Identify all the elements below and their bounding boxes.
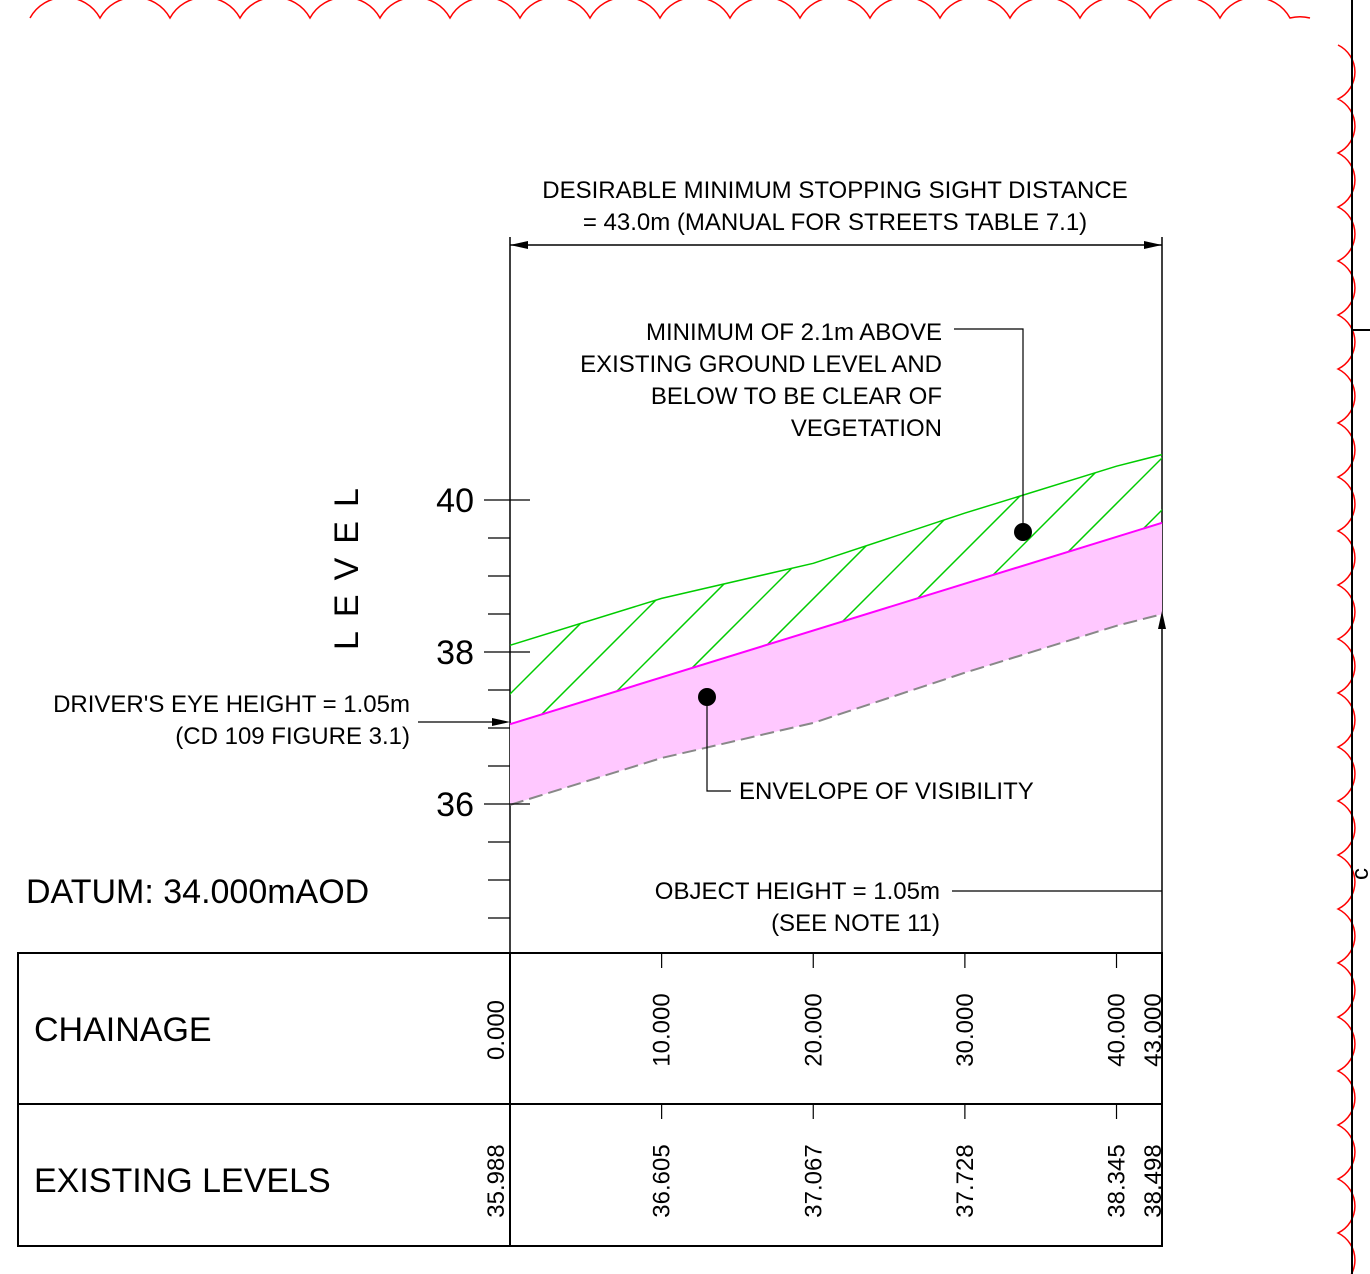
object-note-line: (SEE NOTE 11)	[771, 910, 940, 937]
level-tick-label: 38	[436, 634, 474, 672]
existing-levels-row-label: EXISTING LEVELS	[34, 1162, 331, 1200]
existing-level-value: 38.498	[1140, 1144, 1167, 1217]
existing-level-value: 38.345	[1104, 1144, 1131, 1217]
level-tick-label: 36	[436, 786, 474, 824]
vegetation-note-line: BELOW TO BE CLEAR OF	[651, 383, 942, 410]
level-tick-label: 40	[436, 482, 474, 520]
level-axis-ticks	[484, 499, 530, 919]
hatch-line	[1288, 440, 1370, 800]
driver-note-line: DRIVER'S EYE HEIGHT = 1.05m	[53, 691, 410, 718]
chainage-value: 10.000	[649, 993, 676, 1066]
vegetation-note-line: VEGETATION	[791, 415, 942, 442]
envelope-area	[510, 522, 1162, 805]
vegetation-note-line: EXISTING GROUND LEVEL AND	[580, 351, 942, 378]
driver-arrow	[492, 718, 510, 726]
level-axis-label: LEVEL	[328, 474, 366, 650]
envelope-note: ENVELOPE OF VISIBILITY	[739, 778, 1034, 805]
envelope-leader	[706, 697, 731, 792]
dimension-arrow-right	[1144, 241, 1162, 249]
chainage-value: 20.000	[800, 993, 827, 1066]
dimension-arrow-left	[510, 241, 528, 249]
hatch-line	[1340, 440, 1370, 800]
existing-level-value: 37.067	[800, 1144, 827, 1217]
title-line-1: DESIRABLE MINIMUM STOPPING SIGHT DISTANC…	[542, 177, 1127, 204]
revision-cloud-right	[1336, 44, 1356, 1274]
chainage-value: 43.000	[1140, 993, 1167, 1066]
title-line-2: = 43.0m (MANUAL FOR STREETS TABLE 7.1)	[583, 209, 1087, 236]
chainage-value: 40.000	[1104, 993, 1131, 1066]
vegetation-note-line: MINIMUM OF 2.1m ABOVE	[646, 319, 942, 346]
hatch-line	[1184, 440, 1370, 800]
border-fragment-text: c	[1347, 868, 1370, 880]
hatch-line	[1236, 440, 1370, 800]
data-table-frame	[17, 952, 1163, 1247]
envelope-leader-dot	[698, 688, 716, 706]
vegetation-leader	[954, 328, 1024, 532]
vegetation-clearance-line	[509, 453, 1163, 647]
existing-level-value: 36.605	[649, 1144, 676, 1217]
vegetation-leader-dot	[1014, 523, 1032, 541]
revision-cloud-top	[29, 0, 1311, 20]
chainage-value: 30.000	[952, 993, 979, 1066]
driver-note-line: (CD 109 FIGURE 3.1)	[175, 723, 410, 750]
chainage-value: 0.000	[483, 1000, 510, 1060]
table-values: 0.000 35.988 10.000 36.605 20.000 37.067 30.00…	[483, 993, 1167, 1217]
chainage-row-label: CHAINAGE	[34, 1011, 212, 1049]
sightline	[509, 521, 1163, 726]
object-arrow	[1158, 611, 1166, 629]
existing-level-value: 37.728	[952, 1144, 979, 1217]
existing-ground-line	[509, 613, 1163, 806]
datum-label: DATUM: 34.000mAOD	[26, 873, 369, 911]
existing-level-value: 35.988	[483, 1144, 510, 1217]
object-note-line: OBJECT HEIGHT = 1.05m	[655, 878, 940, 905]
table-ticks	[661, 953, 1118, 1119]
hatch-line	[1131, 454, 1162, 725]
